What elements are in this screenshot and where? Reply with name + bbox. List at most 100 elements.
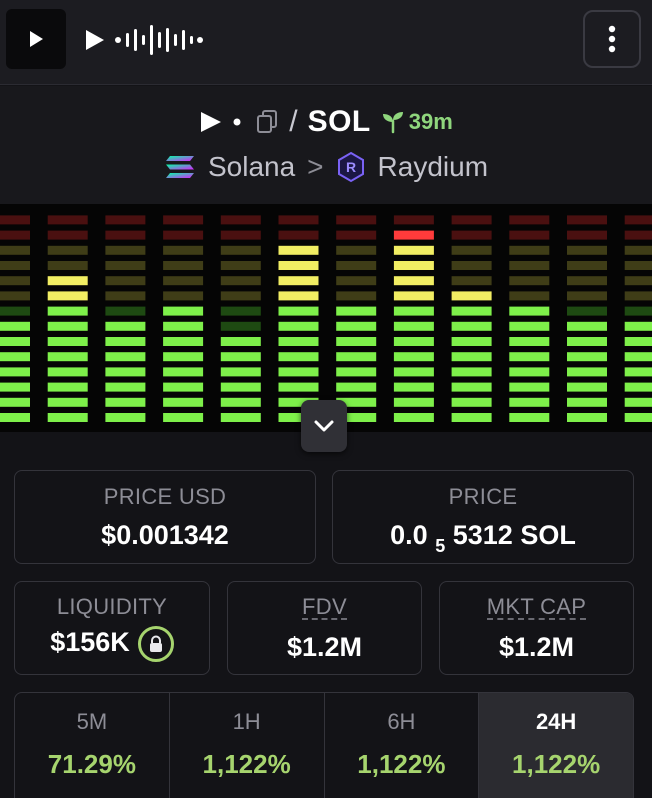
equalizer-segment [336, 276, 377, 286]
equalizer-segment [509, 276, 550, 286]
tab-6h[interactable]: 6H 1,122% [325, 693, 480, 798]
equalizer-segment [163, 321, 204, 331]
lock-icon[interactable] [137, 626, 174, 662]
fdv-label[interactable]: FDV [302, 594, 347, 620]
quote-symbol: SOL [307, 105, 371, 138]
equalizer-segment [624, 321, 652, 331]
tab-change: 1,122% [202, 749, 291, 779]
brand-logo[interactable] [84, 20, 216, 60]
tab-label: 5M [76, 709, 108, 734]
timeframe-tabs: 5M 71.29% 1H 1,122% 6H 1,122% 24H 1,122% [14, 692, 634, 798]
equalizer-segment [163, 291, 204, 301]
equalizer-segment [451, 352, 492, 362]
equalizer-segment [567, 352, 607, 362]
equalizer-segment [47, 215, 88, 225]
copy-icon[interactable] [255, 109, 279, 135]
menu-button[interactable] [583, 10, 641, 68]
tab-label: 1H [232, 709, 261, 734]
equalizer-segment [105, 245, 146, 255]
equalizer-segment [278, 321, 319, 331]
liquidity-value-row: $156K [15, 626, 209, 662]
equalizer-segment [451, 245, 492, 255]
logo-button[interactable] [6, 9, 66, 69]
equalizer-segment [47, 367, 88, 377]
equalizer-segment [163, 245, 204, 255]
equalizer-segment [567, 261, 607, 270]
equalizer-segment [278, 352, 319, 362]
liquidity-card: LIQUIDITY $156K [14, 581, 210, 675]
tab-5m[interactable]: 5M 71.29% [15, 693, 170, 798]
equalizer-segment [220, 413, 261, 422]
raydium-icon: R [337, 151, 364, 183]
equalizer-segment [220, 367, 261, 377]
equalizer-segment [393, 367, 434, 377]
equalizer-segment [509, 306, 550, 316]
pair-line: / SOL 39m [0, 104, 652, 140]
price-prefix: 0.0 [390, 520, 428, 550]
equalizer-segment [278, 230, 319, 240]
equalizer-segment [163, 306, 204, 316]
equalizer-segment [393, 215, 434, 225]
sprout-icon [382, 112, 403, 134]
equalizer-segment [451, 230, 492, 240]
equalizer-segment [105, 352, 146, 362]
equalizer-segment [393, 306, 434, 316]
equalizer-segment [336, 245, 377, 255]
equalizer-segment [567, 291, 607, 301]
equalizer-segment [509, 291, 550, 301]
equalizer-segment [451, 321, 492, 331]
equalizer-segment [393, 230, 434, 240]
equalizer-segment [278, 382, 319, 392]
equalizer-segment [624, 352, 652, 362]
equalizer-segment [567, 276, 607, 286]
market-cap-label[interactable]: MKT CAP [486, 594, 587, 620]
equalizer-segment [0, 413, 30, 422]
equalizer-segment [624, 245, 652, 255]
equalizer-segment [105, 397, 146, 407]
equalizer-segment [624, 230, 652, 240]
equalizer-segment [0, 367, 30, 377]
equalizer-segment [278, 337, 319, 346]
equalizer-segment [451, 413, 492, 422]
equalizer-segment [105, 215, 146, 225]
token-symbol-icon [201, 112, 241, 132]
equalizer-segment [47, 352, 88, 362]
collapse-button[interactable] [301, 400, 347, 452]
chain-name[interactable]: Solana [207, 151, 296, 182]
equalizer-segment [0, 382, 30, 392]
equalizer-segment [0, 321, 30, 331]
equalizer-segment [47, 245, 88, 255]
equalizer-segment [220, 352, 261, 362]
equalizer-segment [336, 367, 377, 377]
equalizer-segment [105, 276, 146, 286]
equalizer-segment [105, 337, 146, 346]
tab-1h[interactable]: 1H 1,122% [170, 693, 325, 798]
fdv-value: $1.2M [286, 632, 363, 662]
pair-separator: / [289, 105, 298, 138]
price-native-label: PRICE [448, 484, 518, 509]
equalizer-segment [509, 367, 550, 377]
equalizer-segment [278, 306, 319, 316]
equalizer-segment [0, 397, 30, 407]
liquidity-label: LIQUIDITY [56, 594, 168, 619]
price-usd-label: PRICE USD [103, 484, 227, 509]
equalizer-segment [624, 306, 652, 316]
tab-24h[interactable]: 24H 1,122% [479, 693, 633, 798]
waveform-icon [115, 25, 203, 55]
equalizer-segment [278, 413, 319, 422]
equalizer-segment [336, 321, 377, 331]
equalizer-segment [509, 382, 550, 392]
equalizer-segment [567, 367, 607, 377]
dex-name[interactable]: Raydium [377, 151, 489, 182]
equalizer-segment [278, 261, 319, 270]
tab-label: 6H [387, 709, 416, 734]
pair-age-value: 39m [408, 109, 453, 134]
equalizer-segment [451, 397, 492, 407]
equalizer-segment [393, 413, 434, 422]
equalizer-segment [451, 291, 492, 301]
equalizer-segment [0, 245, 30, 255]
equalizer-segment [336, 306, 377, 316]
equalizer-segment [336, 413, 377, 422]
equalizer-segment [105, 367, 146, 377]
equalizer-segment [509, 321, 550, 331]
